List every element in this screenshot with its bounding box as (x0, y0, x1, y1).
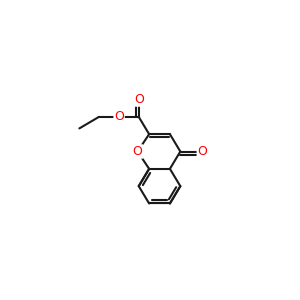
Text: O: O (114, 110, 124, 123)
Text: O: O (133, 145, 142, 158)
Text: O: O (134, 93, 144, 106)
Text: O: O (197, 145, 207, 158)
